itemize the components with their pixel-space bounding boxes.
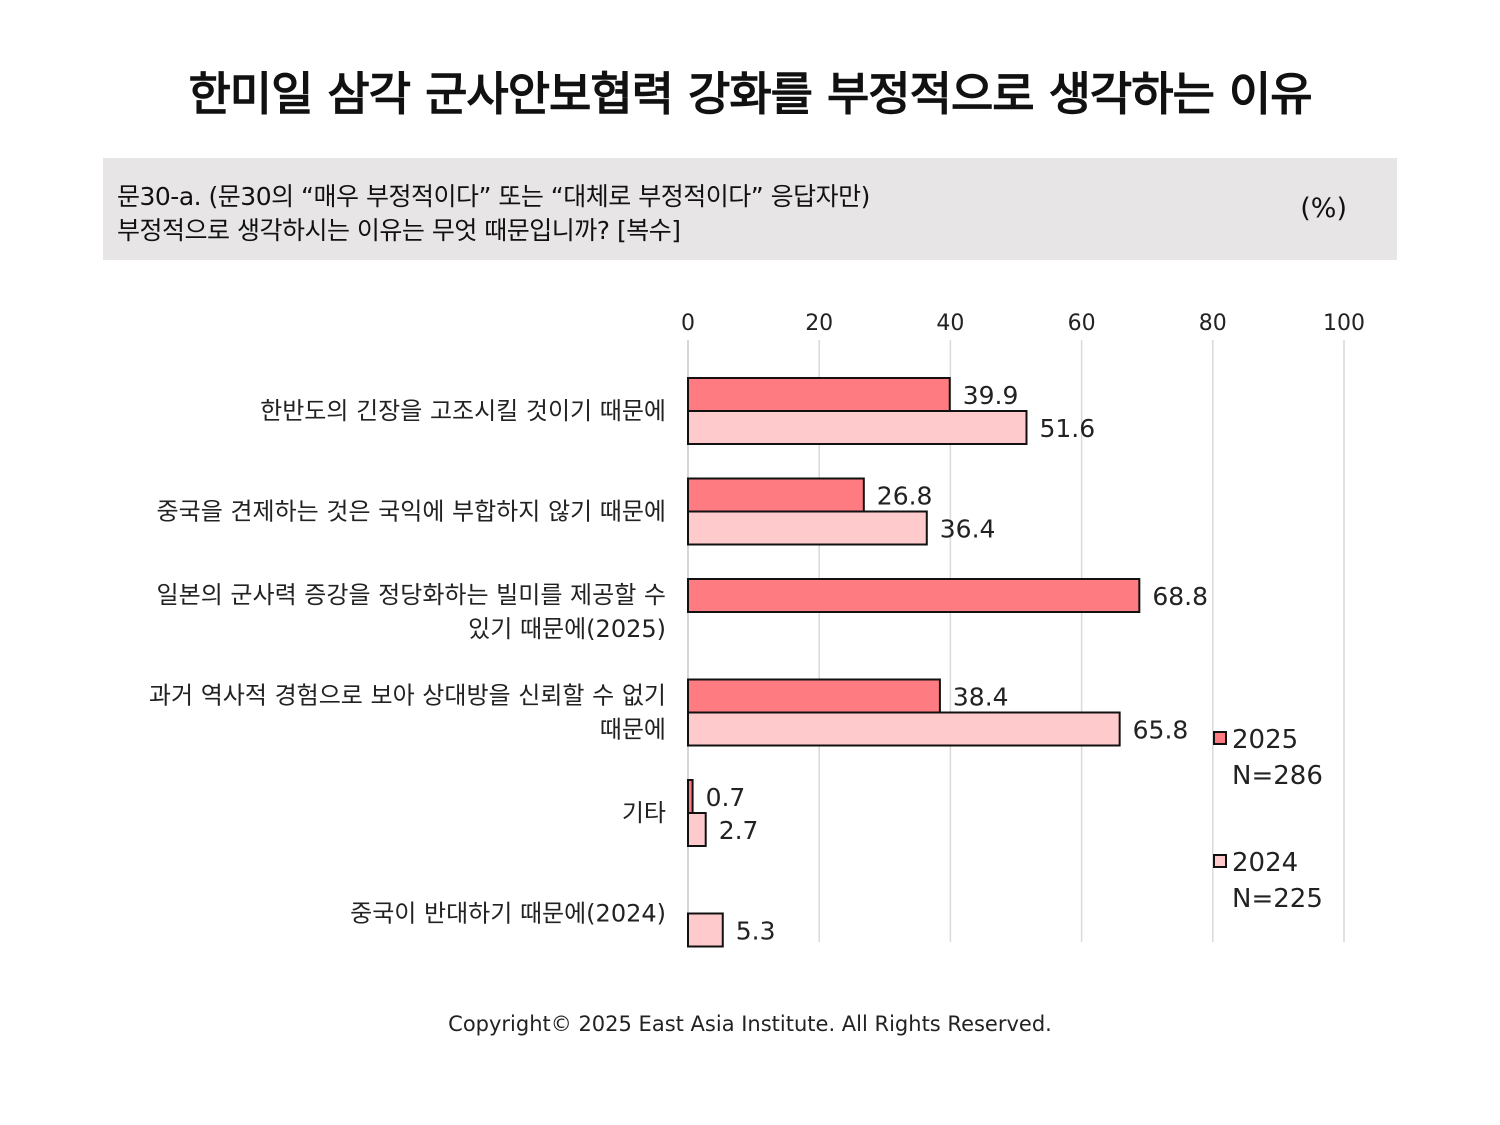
bar-2024 (687, 812, 707, 847)
x-tick-label: 80 (1199, 311, 1227, 336)
category-label: 일본의 군사력 증강을 정당화하는 빌미를 제공할 수 (157, 581, 666, 609)
data-label: 38.4 (953, 683, 1009, 712)
bar-2024 (687, 912, 724, 948)
legend-n-label: N=225 (1232, 884, 1323, 914)
data-label: 36.4 (940, 515, 996, 544)
bar-2025 (687, 377, 951, 412)
data-label: 51.6 (1039, 414, 1095, 443)
bar-2025 (687, 779, 694, 814)
copyright-footer: Copyright© 2025 East Asia Institute. All… (448, 1012, 1052, 1036)
question-line-2: 부정적으로 생각하시는 이유는 무엇 때문입니까? [복수] (117, 216, 681, 245)
bar-2025 (687, 578, 1141, 613)
data-label: 5.3 (736, 917, 776, 946)
bar-2024 (687, 410, 1028, 445)
bar-2025 (687, 678, 941, 714)
bar-2025 (687, 477, 865, 513)
question-box: 문30-a. (문30의 “매우 부정적이다” 또는 “대체로 부정적이다” 응… (103, 158, 1397, 260)
legend-swatch-2024 (1213, 854, 1227, 868)
legend-swatch-2025 (1213, 731, 1227, 745)
category-label: 중국을 견제하는 것은 국익에 부합하지 않기 때문에 (157, 498, 666, 526)
data-label: 65.8 (1133, 716, 1189, 745)
category-label: 있기 때문에(2025) (468, 615, 666, 643)
category-label: 한반도의 긴장을 고조시킬 것이기 때문에 (260, 397, 666, 425)
x-tick-label: 40 (936, 311, 964, 336)
category-label: 기타 (622, 799, 666, 827)
unit-label: (%) (1300, 193, 1347, 224)
bar-2024 (687, 711, 1121, 747)
category-label: 때문에 (600, 716, 666, 744)
data-label: 2.7 (719, 816, 759, 845)
x-tick-label: 60 (1068, 311, 1096, 336)
chart-title: 한미일 삼각 군사안보협력 강화를 부정적으로 생각하는 이유 (188, 67, 1312, 121)
category-label: 과거 역사적 경험으로 보아 상대방을 신뢰할 수 없기 (149, 682, 666, 710)
data-label: 0.7 (706, 783, 746, 812)
data-label: 26.8 (877, 482, 933, 511)
legend-label: 2024 (1232, 848, 1298, 878)
legend-label: 2025 (1232, 725, 1298, 755)
x-tick-label: 0 (681, 311, 695, 336)
data-label: 68.8 (1152, 582, 1208, 611)
legend-n-label: N=286 (1232, 761, 1323, 791)
category-label: 중국이 반대하기 때문에(2024) (350, 900, 666, 928)
x-tick-label: 20 (805, 311, 833, 336)
data-label: 39.9 (963, 381, 1019, 410)
x-tick-label: 100 (1323, 311, 1365, 336)
bar-2024 (687, 510, 928, 546)
question-line-1: 문30-a. (문30의 “매우 부정적이다” 또는 “대체로 부정적이다” 응… (117, 182, 870, 211)
